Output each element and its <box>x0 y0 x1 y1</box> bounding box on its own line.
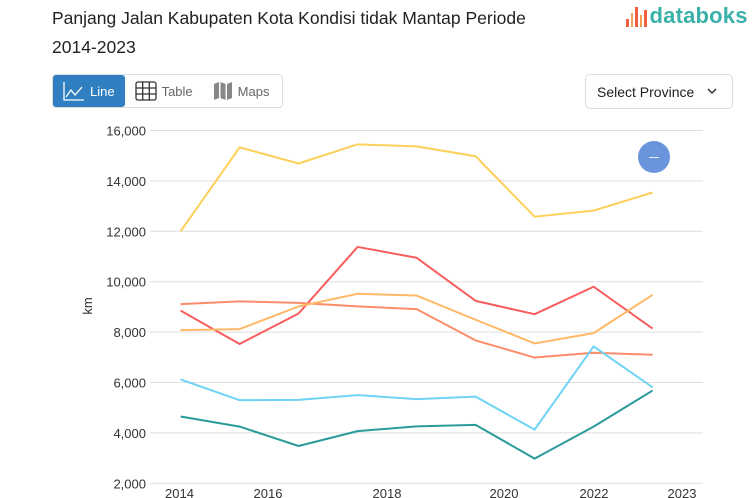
province-select-label: Select Province <box>597 83 695 100</box>
tab-table[interactable]: Table <box>125 75 203 107</box>
series-line-4 <box>180 292 654 345</box>
x-tick-label: 2022 <box>580 486 609 498</box>
y-tick-label: 10,000 <box>106 275 146 290</box>
series-line-2 <box>180 245 654 345</box>
y-tick-label: 8,000 <box>113 325 146 340</box>
y-tick-label: 12,000 <box>106 224 146 239</box>
y-tick-label: 6,000 <box>113 376 146 391</box>
chart-title: Panjang Jalan Kabupaten Kota Kondisi tid… <box>52 8 526 57</box>
line-chart-icon <box>63 82 84 101</box>
logo-bars-icon <box>626 5 647 27</box>
x-tick-label: 2020 <box>490 486 519 498</box>
tab-line-label: Line <box>90 83 115 99</box>
databoks-logo[interactable]: databoks <box>626 3 748 29</box>
y-tick-label: 16,000 <box>106 124 146 139</box>
province-select[interactable]: Select Province <box>585 74 733 109</box>
x-tick-label: 2016 <box>254 486 283 498</box>
chevron-down-icon <box>707 88 717 95</box>
map-icon <box>213 82 232 100</box>
y-tick-label: 14,000 <box>106 174 146 189</box>
y-tick-label: 2,000 <box>113 476 146 491</box>
table-grid-icon <box>134 81 157 101</box>
minus-icon <box>649 156 659 158</box>
tab-maps[interactable]: Maps <box>203 75 280 107</box>
x-tick-label: 2014 <box>165 486 194 498</box>
tab-table-label: Table <box>161 83 193 99</box>
y-tick-label: 4,000 <box>113 426 146 441</box>
series-line-5 <box>180 345 654 431</box>
zoom-out-button[interactable] <box>638 141 670 173</box>
logo-text: databoks <box>649 3 748 28</box>
x-tick-label: 2023 <box>668 486 697 498</box>
series-line-1 <box>179 143 653 232</box>
series-line-3 <box>180 300 653 359</box>
view-tabs: Line Table Maps <box>52 74 283 108</box>
y-axis-label: km <box>80 297 95 314</box>
x-tick-label: 2018 <box>373 486 402 498</box>
tab-line[interactable]: Line <box>53 75 125 107</box>
tab-maps-label: Maps <box>237 83 270 99</box>
series-line-6 <box>180 389 654 460</box>
